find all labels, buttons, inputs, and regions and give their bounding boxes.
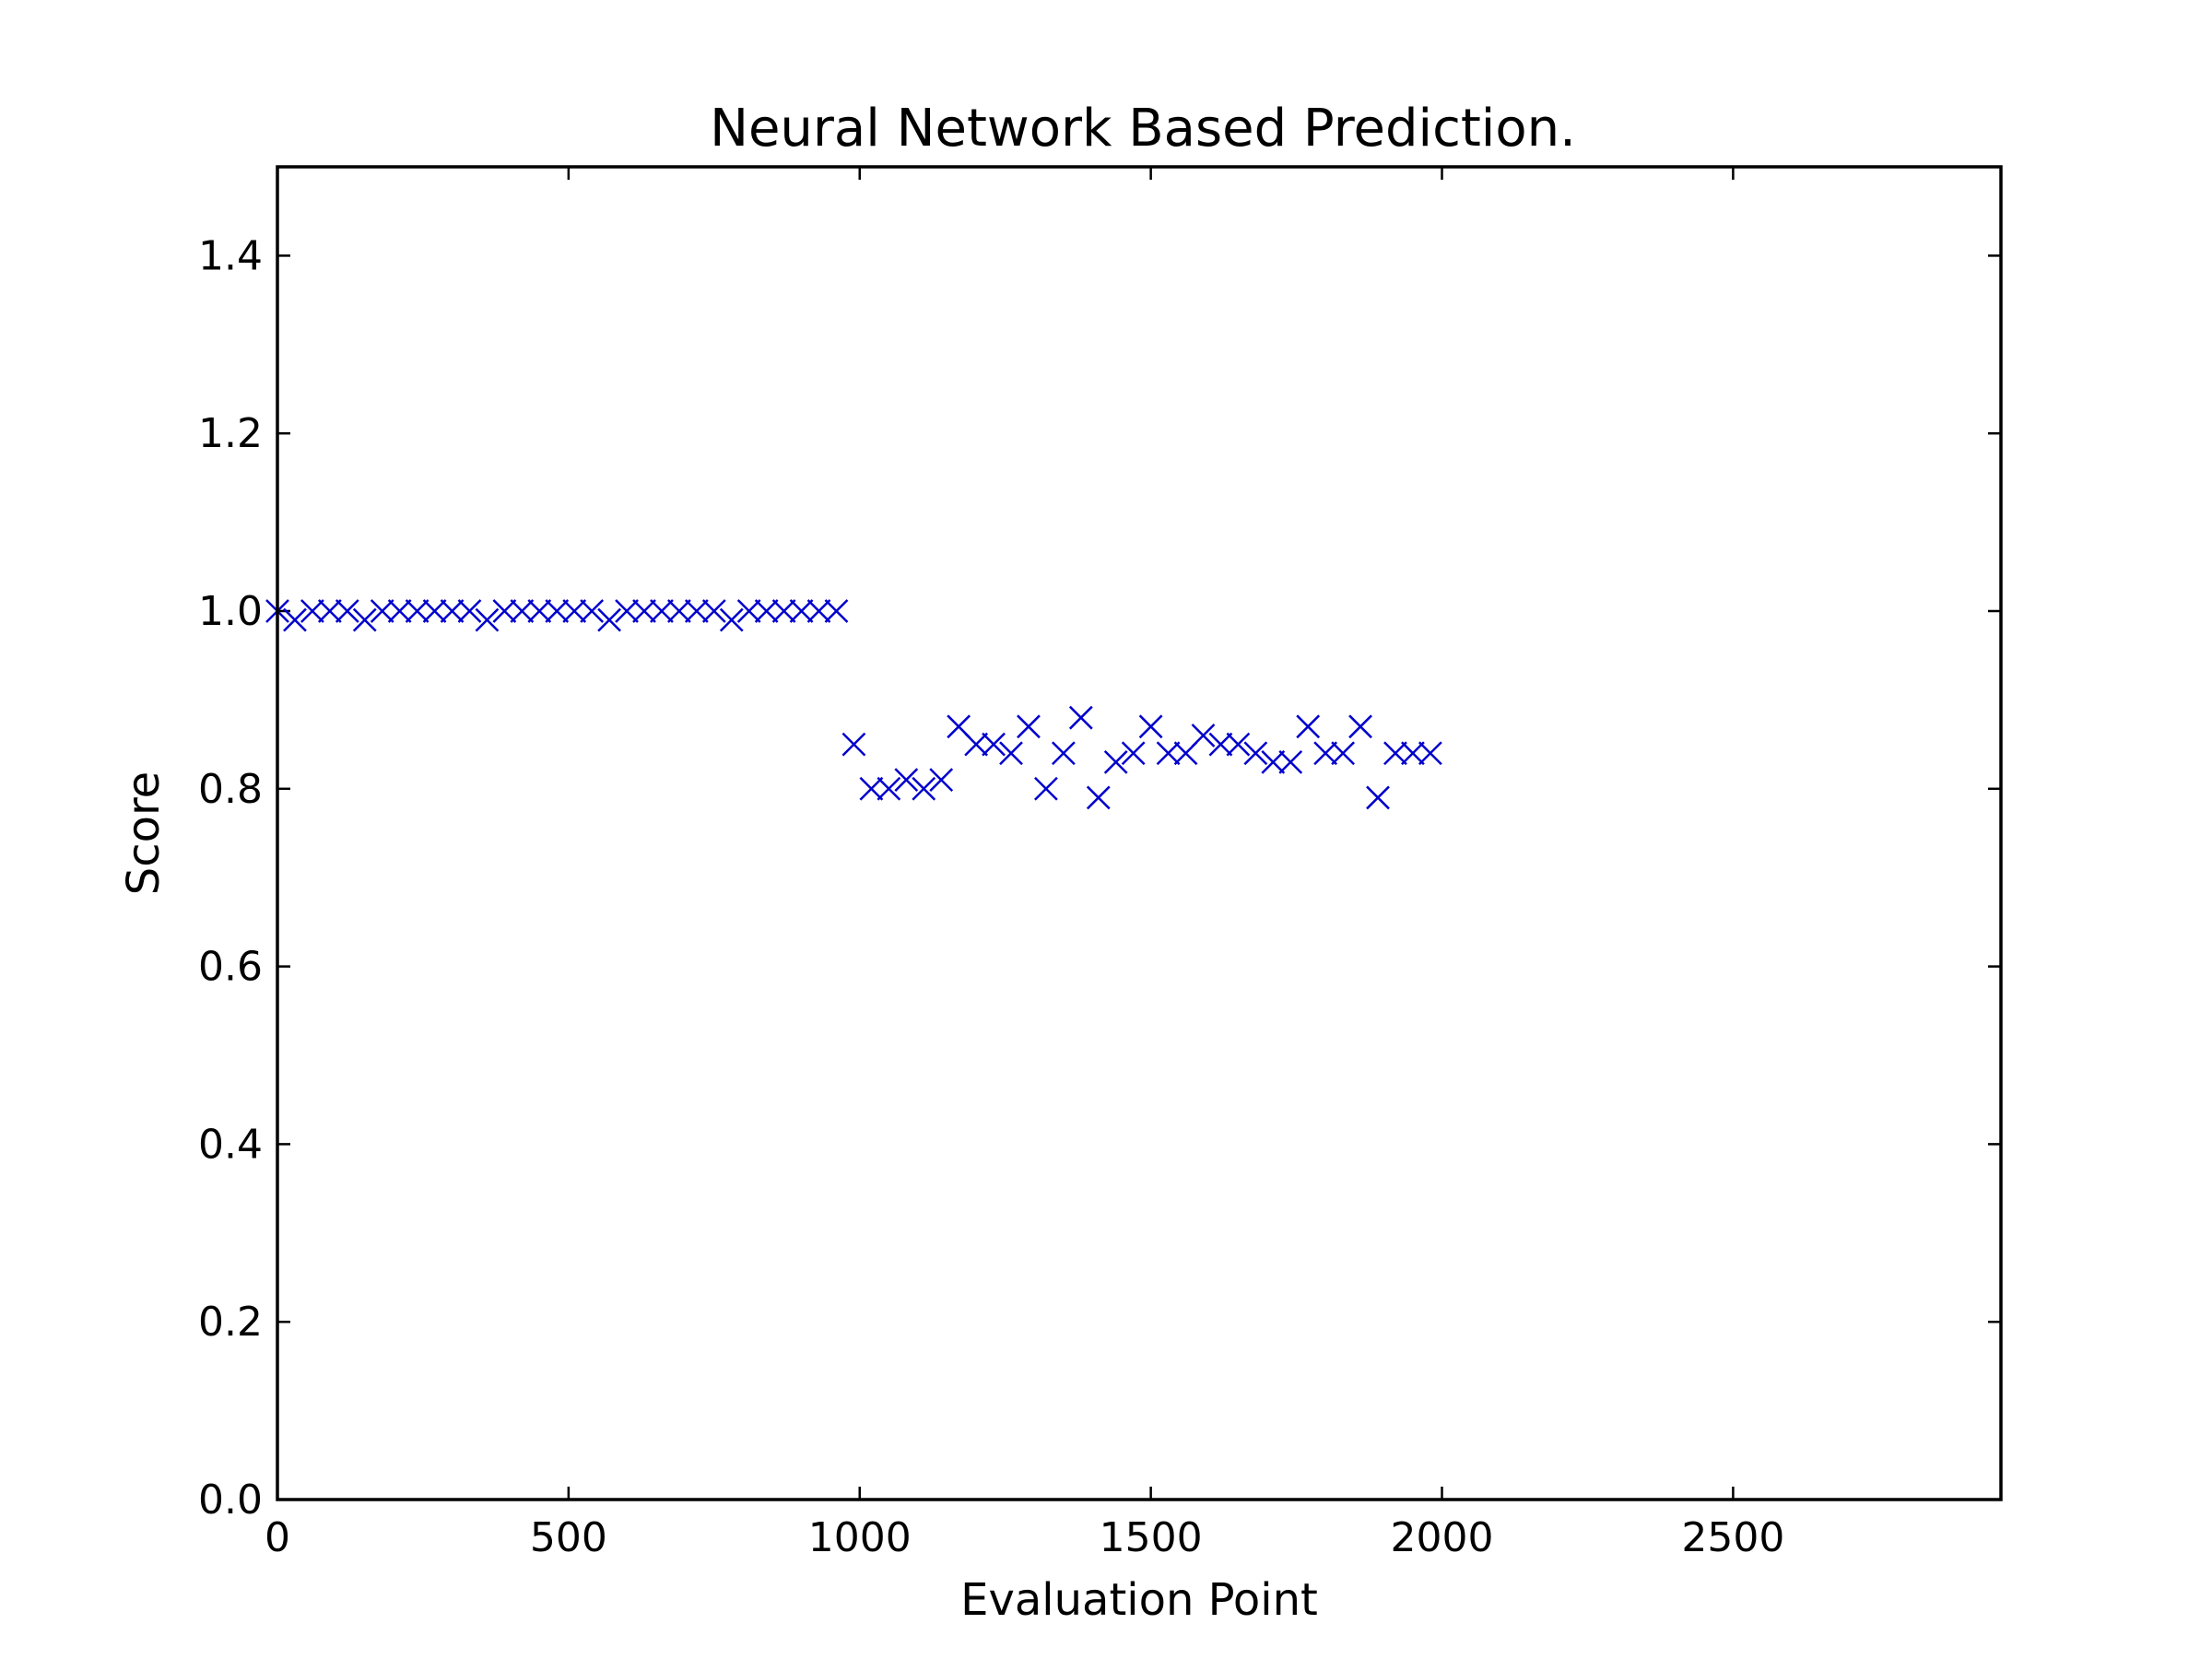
data-point [912, 776, 936, 801]
data-point [1191, 724, 1216, 747]
data-point [1086, 785, 1111, 810]
x-tick-label-1: 500 [530, 1514, 607, 1561]
data-point [824, 599, 849, 623]
data-point [387, 599, 412, 623]
y-tick-label-7: 1.4 [198, 232, 263, 279]
data-point [1121, 741, 1146, 766]
data-point [545, 599, 570, 623]
y-axis-label: Score [118, 771, 170, 895]
data-point [1138, 714, 1163, 739]
data-point [527, 599, 552, 623]
data-point [352, 607, 377, 632]
data-point [300, 599, 324, 623]
x-tick-label-3: 1500 [1100, 1514, 1203, 1561]
chart-title: Neural Network Based Prediction. [710, 99, 1576, 159]
data-point [667, 599, 691, 623]
data-point [1383, 741, 1407, 766]
data-point [1366, 785, 1390, 810]
data-point [982, 732, 1006, 757]
y-tick-label-0: 0.0 [198, 1477, 263, 1524]
x-tick-label-2: 1000 [808, 1514, 912, 1561]
data-point [894, 768, 919, 793]
data-point [615, 599, 639, 623]
data-point [1418, 741, 1442, 766]
data-point [562, 599, 587, 623]
data-point [492, 599, 517, 623]
data-point [1348, 714, 1372, 739]
data-point [1068, 705, 1093, 730]
data-point [736, 599, 761, 623]
x-tick-label-0: 0 [265, 1514, 290, 1561]
data-point [754, 599, 779, 623]
data-point [929, 768, 954, 793]
data-point [283, 607, 307, 632]
data-point [1208, 732, 1233, 757]
data-point [632, 599, 656, 623]
data-point [650, 599, 674, 623]
data-point [789, 599, 814, 623]
data-point [684, 599, 709, 623]
y-tick-label-4: 0.8 [198, 766, 263, 813]
data-point [1278, 749, 1303, 774]
data-point [1051, 741, 1076, 766]
axis-ticks [276, 167, 2001, 1501]
data-point [1261, 749, 1286, 774]
data-point [457, 599, 482, 623]
data-point [1331, 741, 1355, 766]
data-point [440, 599, 465, 623]
data-point [1034, 776, 1058, 801]
data-point [771, 599, 796, 623]
data-point [597, 607, 621, 632]
data-point [335, 599, 359, 623]
data-point [405, 599, 429, 623]
data-point [510, 599, 535, 623]
data-point [370, 599, 394, 623]
data-point [964, 732, 988, 757]
x-tick-label-5: 2500 [1681, 1514, 1784, 1561]
data-point [422, 599, 447, 623]
data-point [1296, 714, 1321, 739]
data-point [1226, 732, 1251, 757]
data-point [841, 732, 866, 757]
data-point [719, 607, 744, 632]
data-point [317, 599, 342, 623]
data-point [1103, 749, 1128, 774]
y-tick-label-3: 0.6 [198, 944, 263, 991]
data-point [580, 599, 605, 623]
x-tick-label-4: 2000 [1391, 1514, 1494, 1561]
data-point [1401, 741, 1425, 766]
data-point [1243, 741, 1268, 766]
y-tick-label-6: 1.2 [198, 410, 263, 457]
data-point [1156, 741, 1181, 766]
data-point [859, 776, 884, 801]
data-point [1313, 741, 1338, 766]
data-point [877, 776, 901, 801]
x-axis-label: Evaluation Point [960, 1574, 1318, 1626]
data-point [475, 607, 500, 632]
axis-tick-labels: 0 500 1000 1500 2000 2500 0.0 0.2 0.4 0.6 0.8 1.0 1.… [198, 232, 1784, 1561]
y-tick-label-1: 0.2 [198, 1299, 263, 1346]
plot-frame [276, 165, 2003, 1501]
data-point [1017, 714, 1041, 739]
data-point [999, 741, 1023, 766]
data-point [806, 599, 831, 623]
data-points [265, 599, 1442, 810]
y-tick-label-5: 1.0 [198, 588, 263, 635]
data-point [701, 599, 726, 623]
y-tick-label-2: 0.4 [198, 1121, 263, 1168]
